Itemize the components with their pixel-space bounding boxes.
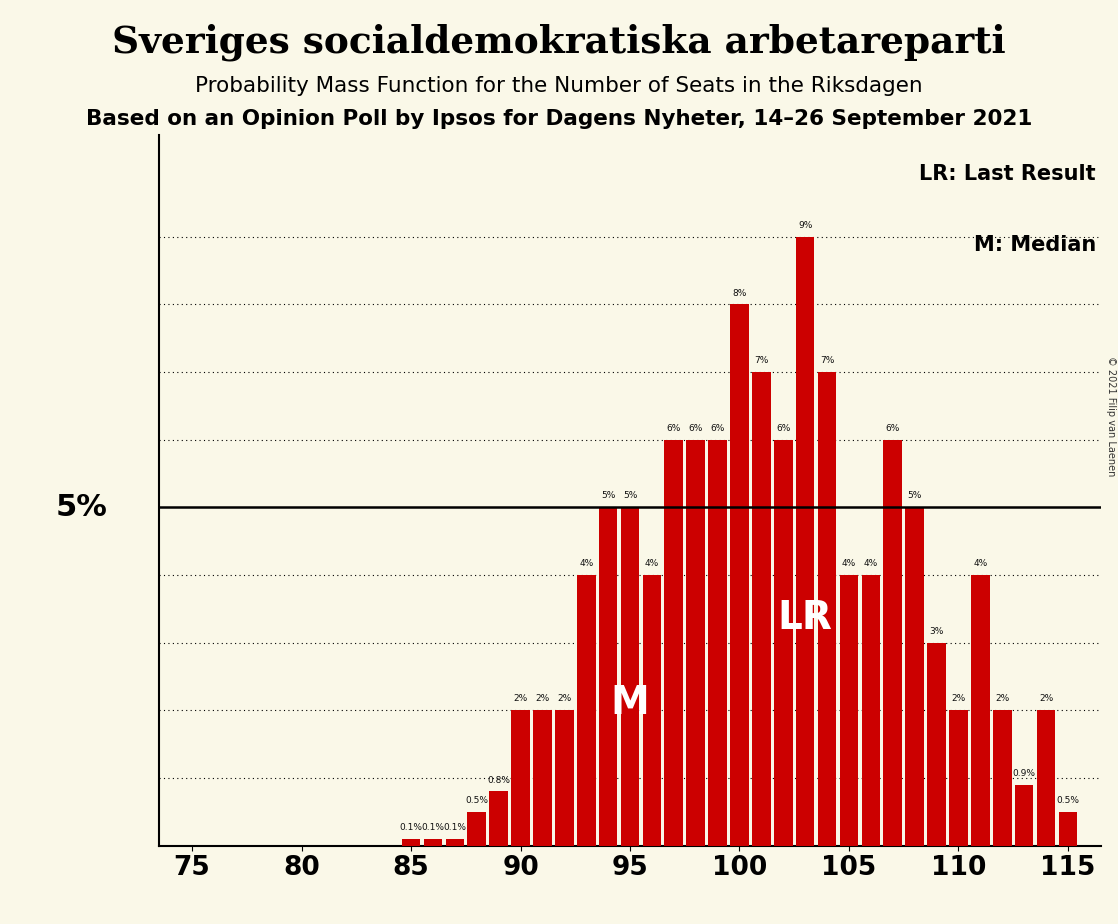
Bar <box>883 440 902 845</box>
Bar <box>709 440 727 845</box>
Bar <box>643 575 661 845</box>
Bar <box>401 839 420 845</box>
Bar <box>906 507 923 845</box>
Text: 0.1%: 0.1% <box>399 823 423 832</box>
Bar <box>862 575 880 845</box>
Bar <box>490 792 508 845</box>
Text: 4%: 4% <box>645 559 659 568</box>
Text: M: M <box>610 685 650 723</box>
Text: 2%: 2% <box>995 695 1010 703</box>
Bar <box>817 372 836 845</box>
Text: Probability Mass Function for the Number of Seats in the Riksdagen: Probability Mass Function for the Number… <box>196 76 922 96</box>
Text: 0.9%: 0.9% <box>1013 769 1035 778</box>
Text: 9%: 9% <box>798 221 813 230</box>
Text: 5%: 5% <box>908 492 922 501</box>
Text: 2%: 2% <box>1039 695 1053 703</box>
Text: 8%: 8% <box>732 288 747 298</box>
Bar <box>620 507 639 845</box>
Bar <box>1036 711 1055 845</box>
Text: 6%: 6% <box>776 424 790 432</box>
Text: © 2021 Filip van Laenen: © 2021 Filip van Laenen <box>1106 356 1116 476</box>
Bar <box>1015 784 1033 845</box>
Text: Sveriges socialdemokratiska arbetareparti: Sveriges socialdemokratiska arbetarepart… <box>112 23 1006 61</box>
Text: 7%: 7% <box>819 356 834 365</box>
Bar <box>993 711 1012 845</box>
Text: 5%: 5% <box>600 492 615 501</box>
Text: 5%: 5% <box>623 492 637 501</box>
Bar <box>752 372 770 845</box>
Text: 4%: 4% <box>864 559 878 568</box>
Text: Based on an Opinion Poll by Ipsos for Dagens Nyheter, 14–26 September 2021: Based on an Opinion Poll by Ipsos for Da… <box>86 109 1032 129</box>
Text: 5%: 5% <box>56 492 107 522</box>
Text: 6%: 6% <box>885 424 900 432</box>
Bar <box>424 839 443 845</box>
Bar <box>972 575 989 845</box>
Text: 7%: 7% <box>755 356 768 365</box>
Text: 0.1%: 0.1% <box>444 823 466 832</box>
Text: 0.1%: 0.1% <box>421 823 445 832</box>
Bar <box>840 575 859 845</box>
Bar <box>599 507 617 845</box>
Bar <box>446 839 464 845</box>
Text: 6%: 6% <box>666 424 681 432</box>
Text: 0.8%: 0.8% <box>487 775 510 784</box>
Text: LR: Last Result: LR: Last Result <box>919 164 1096 184</box>
Bar <box>927 642 946 845</box>
Bar <box>686 440 705 845</box>
Bar <box>467 811 486 845</box>
Text: 6%: 6% <box>689 424 703 432</box>
Text: 3%: 3% <box>929 626 944 636</box>
Bar <box>555 711 574 845</box>
Text: 0.5%: 0.5% <box>465 796 489 805</box>
Text: 2%: 2% <box>951 695 966 703</box>
Bar <box>511 711 530 845</box>
Bar <box>774 440 793 845</box>
Text: M: Median: M: Median <box>974 235 1096 255</box>
Bar <box>577 575 596 845</box>
Text: 4%: 4% <box>973 559 987 568</box>
Text: 4%: 4% <box>842 559 856 568</box>
Text: 0.5%: 0.5% <box>1057 796 1079 805</box>
Bar <box>796 237 815 845</box>
Bar <box>1059 811 1078 845</box>
Bar <box>730 304 749 845</box>
Bar <box>533 711 551 845</box>
Text: 2%: 2% <box>513 695 528 703</box>
Text: 2%: 2% <box>536 695 550 703</box>
Text: 2%: 2% <box>557 695 571 703</box>
Bar <box>949 711 968 845</box>
Text: 4%: 4% <box>579 559 594 568</box>
Bar <box>664 440 683 845</box>
Text: 6%: 6% <box>710 424 724 432</box>
Text: LR: LR <box>778 600 833 638</box>
